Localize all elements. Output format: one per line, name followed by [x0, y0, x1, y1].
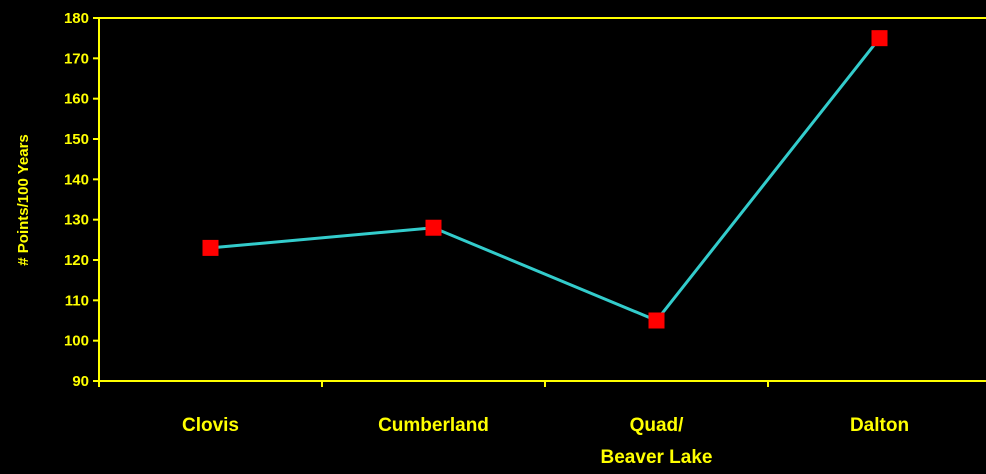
series-line [210, 37, 881, 323]
y-axis-label: # Points/100 Years [15, 134, 32, 265]
data-point [202, 239, 219, 256]
y-tick-label: 130 [64, 212, 89, 229]
axes [93, 17, 986, 387]
y-tick-label: 90 [72, 373, 89, 390]
series [202, 30, 888, 329]
y-tick-label: 170 [64, 50, 89, 67]
x-tick-labels: Clovis Cumberland Quad/Beaver Lake Dalton [182, 415, 909, 468]
data-point [871, 30, 888, 47]
data-point [425, 219, 442, 236]
y-tick-label: 180 [64, 10, 89, 27]
x-tick-label-line: Dalton [850, 415, 909, 436]
y-tick-label: 160 [64, 91, 89, 108]
data-point [648, 312, 665, 329]
y-tick-labels: 90 100 110 120 130 140 150 160 170 180 [64, 10, 89, 390]
y-tick-label: 150 [64, 131, 89, 148]
y-tick-label: 120 [64, 252, 89, 269]
x-tick-label: Clovis [182, 415, 239, 436]
x-tick-label: Cumberland [378, 415, 489, 436]
x-tick-label: Quad/Beaver Lake [601, 415, 713, 468]
x-tick-label-line: Clovis [182, 415, 239, 436]
y-tick-label: 110 [65, 292, 89, 309]
y-tick-label: 140 [64, 171, 89, 188]
x-tick-label-line: Beaver Lake [601, 447, 713, 468]
x-tick-label-line: Cumberland [378, 415, 489, 436]
x-tick-label: Dalton [850, 415, 909, 436]
x-tick-label-line: Quad/ [630, 415, 685, 436]
y-tick-label: 100 [64, 333, 89, 350]
